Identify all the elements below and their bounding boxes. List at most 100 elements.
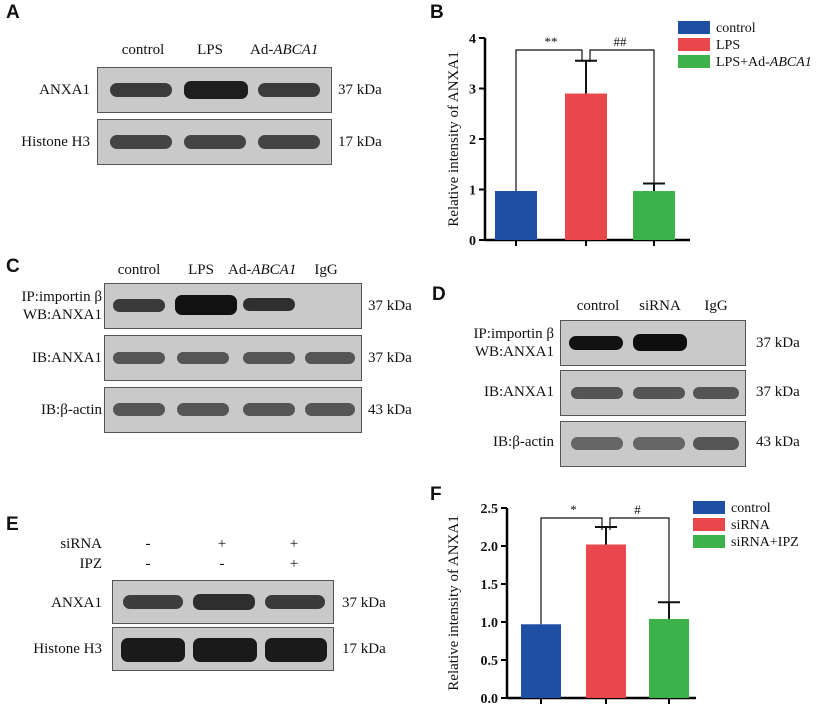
condition-mark: - (219, 556, 225, 572)
y-tick-label: 4 (469, 32, 476, 47)
blot-ib-anxa1-c (104, 335, 362, 381)
legend-swatch (693, 535, 725, 548)
blot-anxa1-a (97, 67, 332, 113)
band (243, 298, 295, 311)
band (175, 295, 237, 315)
blot-anxa1-e (112, 580, 334, 624)
kda-label: 17 kDa (338, 134, 382, 150)
blot-histone-e (112, 627, 334, 671)
row-label-ip: IP:importin β WB:ANXA1 (473, 326, 554, 360)
condition-label-ipz: IPZ (79, 556, 103, 572)
band (258, 83, 320, 97)
condition-mark: + (289, 556, 299, 572)
band (571, 437, 623, 450)
lane-label-lps: LPS (188, 262, 214, 278)
bar (495, 191, 537, 240)
kda-label: 37 kDa (756, 335, 800, 351)
panel-label-f: F (430, 484, 442, 505)
legend-entry: control (731, 501, 771, 516)
band (193, 638, 257, 662)
significance-bracket (609, 517, 670, 603)
row-label-ib-anxa1: IB:ANXA1 (32, 350, 102, 366)
bar (565, 93, 607, 240)
band (177, 352, 229, 364)
y-tick-label: 0 (469, 234, 476, 249)
lane-label-control: control (117, 262, 161, 278)
legend-entry: control (716, 21, 756, 36)
legend-label: siRNA+IPZ (731, 535, 799, 550)
significance-label: ** (545, 34, 558, 49)
y-axis-label: Relative intensity of ANXA1 (446, 51, 462, 226)
significance-bracket (589, 49, 655, 184)
significance-bracket (540, 517, 603, 625)
lane-label-igg: IgG (704, 298, 728, 314)
band (121, 638, 185, 662)
row-label-ib-anxa1: IB:ANXA1 (484, 384, 554, 400)
blot-ip-d (560, 320, 746, 366)
legend-label: control (716, 21, 756, 36)
band (305, 352, 355, 364)
band (265, 595, 325, 609)
lane-label-control: control (121, 42, 165, 58)
y-tick-label: 2.0 (481, 540, 499, 555)
row-label-histone-h3: Histone H3 (33, 641, 102, 657)
y-tick-label: 1 (469, 184, 476, 199)
legend-label: LPS (716, 38, 740, 53)
condition-label-sirna: siRNA (60, 536, 102, 552)
panel-label-b: B (430, 2, 444, 23)
band (243, 352, 295, 364)
kda-label: 37 kDa (338, 82, 382, 98)
bar (521, 624, 561, 698)
significance-label: ## (614, 34, 628, 49)
legend-swatch (678, 21, 710, 34)
y-tick-label: 2 (469, 133, 476, 148)
row-label-ip: IP:importin β WB:ANXA1 (21, 289, 102, 323)
condition-mark: - (145, 536, 151, 552)
band (258, 135, 320, 149)
panel-label-c: C (6, 256, 20, 277)
blot-ib-anxa1-d (560, 370, 746, 416)
band (693, 387, 739, 399)
band (693, 437, 739, 450)
y-tick-label: 1.5 (481, 578, 499, 593)
band (633, 387, 685, 399)
band (113, 403, 165, 416)
row-label-anxa1: ANXA1 (39, 82, 90, 98)
kda-label: 37 kDa (368, 350, 412, 366)
kda-label: 43 kDa (756, 434, 800, 450)
blot-ib-actin-d (560, 421, 746, 467)
lane-label-ad-abca1: Ad-ABCA1 (250, 42, 319, 58)
panel-label-a: A (6, 2, 20, 23)
band (569, 336, 623, 350)
band (177, 403, 229, 416)
blot-histone-a (97, 119, 332, 165)
condition-mark: + (217, 536, 227, 552)
bar (633, 191, 675, 240)
lane-label-sirna: siRNA (639, 298, 681, 314)
kda-label: 37 kDa (756, 384, 800, 400)
panel-label-e: E (6, 514, 19, 535)
bar (649, 618, 689, 698)
row-label-ib-actin: IB:β-actin (493, 434, 554, 450)
kda-label: 17 kDa (342, 641, 386, 657)
legend-label: siRNA (731, 518, 771, 533)
blot-ip-c (104, 283, 362, 329)
band (193, 594, 255, 610)
band (110, 135, 172, 149)
legend-entry: siRNA (731, 518, 771, 533)
band (243, 403, 295, 416)
lane-label-ad-abca1: Ad-ABCA1 (228, 262, 297, 278)
legend-label-italic: ABCA1 (769, 55, 812, 70)
band (184, 135, 246, 149)
band (633, 437, 685, 450)
lane-label-control: control (576, 298, 620, 314)
row-label-histone-h3: Histone H3 (21, 134, 90, 150)
y-tick-label: 0.5 (481, 654, 499, 669)
lane-label-lps: LPS (197, 42, 223, 58)
legend-entry: siRNA+IPZ (731, 535, 799, 550)
band (265, 638, 327, 662)
y-tick-label: 1.0 (481, 616, 499, 631)
significance-label: # (634, 502, 641, 517)
legend-swatch (693, 501, 725, 514)
y-tick-label: 3 (469, 83, 476, 98)
